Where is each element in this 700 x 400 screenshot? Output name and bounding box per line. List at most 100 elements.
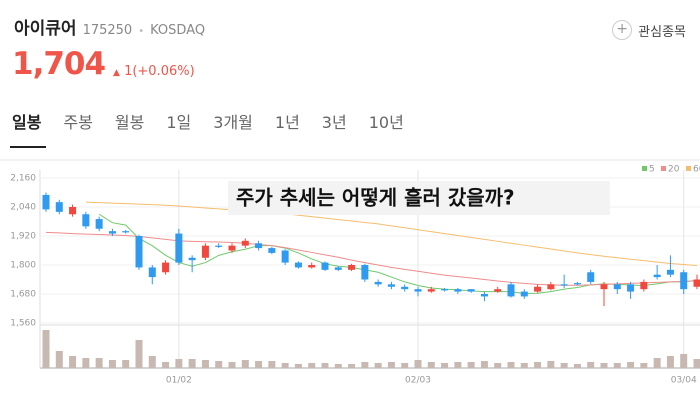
candle-body (507, 284, 515, 297)
volume-bar (55, 351, 63, 368)
annotation: 주가 추세는 어떻게 흘러 갔을까? (236, 186, 515, 210)
candle-body (374, 281, 382, 285)
candle-body (387, 284, 395, 287)
volume-bar (520, 363, 528, 368)
candle-body (348, 265, 356, 270)
volume-bar (480, 361, 488, 368)
period-tab[interactable]: 1년 (274, 113, 300, 132)
legend-swatch (686, 166, 691, 171)
volume-bar (547, 361, 555, 368)
candle-body (414, 289, 422, 292)
volume-bar (135, 340, 143, 368)
volume-bar (653, 358, 661, 368)
volume-bar (387, 362, 395, 368)
candle-body (600, 284, 608, 290)
volume-bar (162, 362, 170, 368)
legend-label: 5 (649, 165, 655, 175)
candle-body (294, 262, 302, 268)
period-tab[interactable]: 1일 (166, 113, 192, 132)
period-tab[interactable]: 3년 (321, 113, 347, 132)
candle-body (547, 284, 555, 290)
moving-average (45, 231, 698, 286)
candle-body (666, 269, 674, 275)
candle-body (427, 289, 435, 292)
volume-bar (441, 363, 449, 368)
volume-bar (255, 361, 263, 368)
period-tab[interactable]: 10년 (368, 113, 404, 132)
candle-body (680, 272, 688, 290)
y-tick-label: 1,560 (10, 319, 36, 329)
volume-bar (467, 362, 475, 368)
annotation-bg (228, 181, 610, 215)
candle-body (228, 245, 236, 251)
volume-bar (122, 360, 130, 368)
candle-body (175, 233, 183, 263)
volume-bar (693, 359, 700, 368)
period-tab[interactable]: 월봉 (114, 113, 145, 132)
volume-bar (188, 359, 196, 368)
period-tab[interactable]: 주봉 (63, 113, 93, 132)
volume-bar (680, 354, 688, 368)
period-tab[interactable]: 3개월 (213, 113, 253, 132)
volume-bar (627, 362, 635, 368)
candle-body (135, 236, 143, 268)
moving-average (98, 213, 698, 295)
candle-body (308, 265, 316, 268)
volume-bar (573, 364, 581, 368)
candle-body (653, 274, 661, 278)
legend-label: 60 (693, 165, 700, 175)
market: KOSDAQ (150, 23, 206, 38)
candle-body (108, 231, 116, 234)
candle-body (255, 243, 263, 249)
volume-bar (401, 363, 409, 368)
volume-bar (308, 363, 316, 368)
volume-bar (241, 360, 249, 368)
volume-bar (215, 361, 223, 368)
candle-body (69, 207, 77, 215)
change: ▲ 1(+0.06%) (113, 64, 195, 79)
volume-bar (640, 363, 648, 368)
candle-body (480, 294, 488, 297)
volume-bar (613, 363, 621, 368)
volume-bar (507, 362, 515, 368)
stock-code: 175250 (82, 23, 133, 38)
volume-bar (494, 363, 502, 368)
volume-bar (534, 362, 542, 368)
candle-body (627, 284, 635, 292)
volume-bar (454, 362, 462, 368)
candle-body (494, 289, 502, 292)
plus-icon: + (612, 20, 633, 40)
up-arrow: ▲ (113, 68, 120, 78)
volume-bar (268, 361, 276, 368)
volume-bar (348, 364, 356, 368)
volume-bar (414, 360, 422, 368)
candle-body (441, 289, 449, 291)
volume-bar (281, 363, 289, 368)
volume-bar (294, 364, 302, 368)
candle-body (162, 262, 170, 273)
active-tab-underline (10, 146, 46, 148)
volume-bar (69, 356, 77, 368)
candle-body (693, 279, 700, 287)
volume-bar (374, 363, 382, 368)
candle-body (361, 265, 369, 280)
candle-body (467, 289, 475, 292)
candle-body (201, 245, 209, 258)
candle-body (188, 257, 196, 261)
volume-bar (600, 363, 608, 368)
y-tick-label: 1,680 (10, 290, 36, 300)
watchlist-button[interactable]: + 관심종목 (612, 20, 686, 40)
legend-swatch (642, 166, 647, 171)
period-tab[interactable]: 일봉 (12, 113, 42, 132)
candle-body (534, 286, 542, 292)
separator: • (138, 26, 145, 37)
volume-bar (334, 364, 342, 368)
moving-average (85, 201, 698, 266)
legend-swatch (661, 166, 666, 171)
candle-body (520, 291, 528, 297)
volume-bar (321, 363, 329, 368)
candle-body (587, 272, 595, 282)
y-tick-label: 2,040 (10, 203, 36, 213)
candle-body (613, 284, 621, 290)
